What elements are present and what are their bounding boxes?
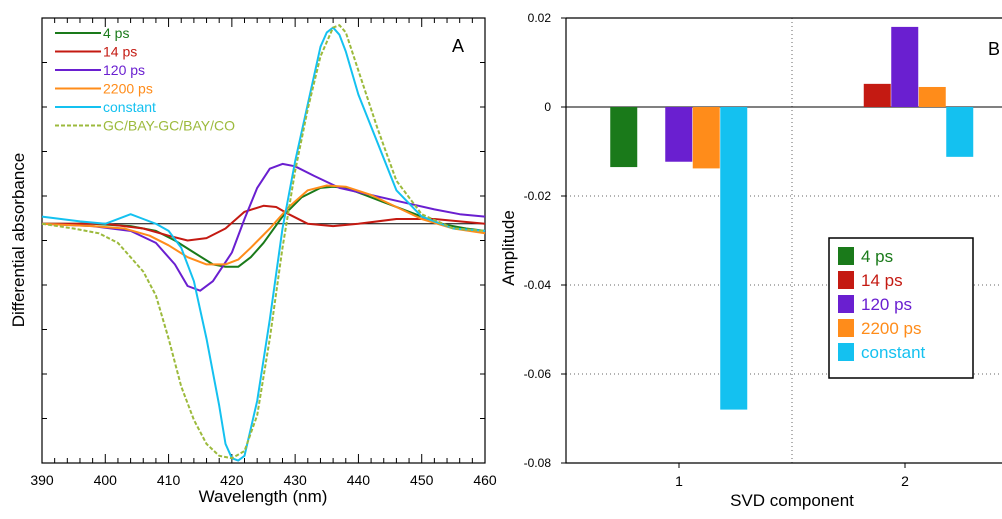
y-tick-label: 0 (544, 100, 551, 114)
x-tick-label: 400 (94, 472, 118, 488)
panel-a-series (41, 24, 486, 462)
x-tick-label: 440 (347, 472, 371, 488)
legend-label-120-ps: 120 ps (861, 295, 912, 314)
series-line-120-ps (41, 162, 486, 292)
bar-120-ps-component-1 (665, 107, 693, 162)
y-tick-label: -0.06 (524, 367, 552, 381)
panel-a-ticks (41, 17, 486, 464)
panel-b-x-axis-label: SVD component (730, 491, 854, 510)
panel-a-label: A (452, 36, 464, 56)
bar-2200-ps-component-2 (918, 86, 946, 107)
legend-label-14-ps: 14 ps (103, 44, 137, 60)
bar-4-ps-component-1 (610, 107, 638, 168)
x-tick-label: 410 (157, 472, 181, 488)
panel-a: A 390 400 410 420 430 440 450 460 Wavelength (n… (9, 17, 497, 506)
y-tick-label: 0.02 (528, 11, 552, 25)
bar-120-ps-component-2 (891, 26, 919, 107)
legend-label-constant: constant (861, 343, 926, 362)
panel-b-legend: 4 ps 14 ps 120 ps 2200 ps constant (828, 237, 974, 379)
legend-label-2200-ps: 2200 ps (861, 319, 922, 338)
x-tick-label: 420 (220, 472, 244, 488)
series-line-14-ps (42, 204, 486, 242)
panel-b-grid (566, 18, 1002, 463)
series-line-constant (41, 26, 486, 462)
x-tick-label: 450 (410, 472, 434, 488)
legend-label-4-ps: 4 ps (861, 247, 893, 266)
x-tick-label: 430 (283, 472, 307, 488)
panel-a-x-tick-labels: 390 400 410 420 430 440 450 460 (30, 472, 497, 488)
legend-label-14-ps: 14 ps (861, 271, 903, 290)
legend-label-4-ps: 4 ps (103, 25, 129, 41)
panel-a-x-axis-label: Wavelength (nm) (199, 487, 328, 506)
legend-swatch-constant (838, 343, 854, 361)
x-tick-label: 1 (675, 473, 683, 489)
legend-swatch-4-ps (838, 247, 854, 265)
bar-14-ps-component-2 (863, 83, 891, 107)
bar-constant-component-2 (946, 107, 974, 157)
panel-b-bars (610, 26, 974, 410)
panel-b-y-tick-labels: 0.02 0 -0.02 -0.04 -0.06 -0.08 (524, 11, 566, 470)
panel-b-label: B (988, 39, 1000, 59)
series-line-gc-bay-gc-bay-co (41, 24, 486, 460)
y-tick-label: -0.04 (524, 278, 552, 292)
bar-2200-ps-component-1 (692, 107, 720, 169)
y-tick-label: -0.02 (524, 189, 552, 203)
x-tick-label: 2 (901, 473, 909, 489)
legend-label-120-ps: 120 ps (103, 62, 145, 78)
panel-a-y-axis-label: Differential absorbance (9, 153, 28, 328)
legend-label-constant: constant (103, 99, 156, 115)
y-tick-label: -0.08 (524, 456, 552, 470)
bar-constant-component-1 (720, 107, 748, 410)
panel-b-y-axis-label: Amplitude (499, 210, 518, 286)
x-tick-label: 460 (473, 472, 497, 488)
legend-swatch-2200-ps (838, 319, 854, 337)
legend-label-2200-ps: 2200 ps (103, 81, 153, 97)
panel-a-legend: 4 ps 14 ps 120 ps 2200 ps constant GC/BAY-GC/… (55, 25, 235, 134)
legend-swatch-14-ps (838, 271, 854, 289)
legend-label-gc-bay-gc-bay-co: GC/BAY-GC/BAY/CO (103, 118, 235, 134)
legend-swatch-120-ps (838, 295, 854, 313)
series-line-2200-ps (41, 184, 486, 266)
x-tick-label: 390 (30, 472, 54, 488)
